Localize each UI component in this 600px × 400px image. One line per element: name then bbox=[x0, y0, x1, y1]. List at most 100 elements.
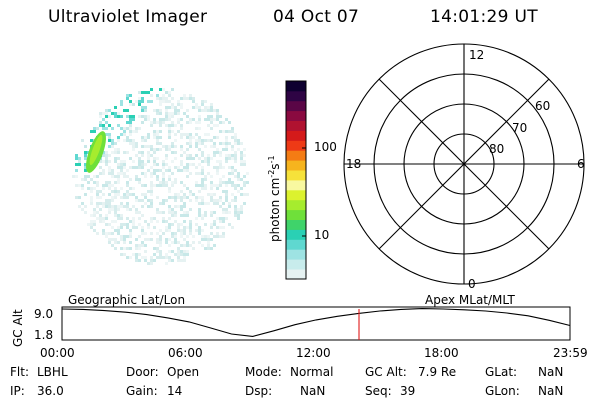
aurora-pixel bbox=[189, 142, 192, 145]
aurora-pixel bbox=[162, 232, 165, 235]
aurora-pixel bbox=[90, 187, 93, 190]
aurora-pixel bbox=[210, 175, 213, 178]
seq-label: Seq: bbox=[365, 384, 392, 398]
polar-mlt-0: 0 bbox=[468, 277, 476, 291]
aurora-pixel bbox=[243, 175, 246, 178]
aurora-pixel bbox=[117, 193, 120, 196]
timeline-ytick-bottom: 1.8 bbox=[34, 328, 53, 342]
aurora-pixel bbox=[213, 235, 216, 238]
aurora-pixel bbox=[210, 106, 213, 109]
aurora-pixel bbox=[210, 157, 213, 160]
colorbar-unit-label: photon cm-2s-1 bbox=[267, 155, 282, 242]
aurora-pixel bbox=[111, 208, 114, 211]
aurora-pixel bbox=[114, 187, 117, 190]
aurora-pixel bbox=[138, 100, 141, 103]
aurora-pixel bbox=[234, 196, 237, 199]
aurora-pixel bbox=[156, 184, 159, 187]
aurora-pixel bbox=[123, 160, 126, 163]
aurora-pixel bbox=[147, 199, 150, 202]
aurora-pixel bbox=[120, 235, 123, 238]
aurora-pixel bbox=[189, 139, 192, 142]
aurora-pixel bbox=[147, 169, 150, 172]
aurora-pixel bbox=[141, 172, 144, 175]
aurora-pixel bbox=[102, 169, 105, 172]
aurora-pixel bbox=[213, 202, 216, 205]
aurora-pixel bbox=[171, 121, 174, 124]
aurora-pixel bbox=[165, 184, 168, 187]
polar-grid bbox=[343, 43, 585, 285]
aurora-pixel bbox=[237, 214, 240, 217]
aurora-pixel bbox=[183, 169, 186, 172]
aurora-pixel bbox=[204, 238, 207, 241]
aurora-pixel bbox=[120, 202, 123, 205]
aurora-pixel bbox=[171, 223, 174, 226]
ip-value: 36.0 bbox=[37, 384, 64, 398]
aurora-pixel bbox=[144, 220, 147, 223]
aurora-pixel bbox=[201, 202, 204, 205]
aurora-pixel bbox=[198, 142, 201, 145]
aurora-pixel bbox=[138, 181, 141, 184]
aurora-pixel bbox=[138, 235, 141, 238]
aurora-pixel bbox=[138, 178, 141, 181]
aurora-pixel bbox=[120, 217, 123, 220]
aurora-pixel bbox=[189, 199, 192, 202]
aurora-pixel bbox=[168, 91, 171, 94]
aurora-pixel bbox=[240, 154, 243, 157]
aurora-pixel bbox=[174, 157, 177, 160]
aurora-pixel bbox=[192, 157, 195, 160]
aurora-pixel bbox=[138, 97, 141, 100]
aurora-pixel bbox=[186, 154, 189, 157]
aurora-pixel bbox=[120, 187, 123, 190]
aurora-pixel bbox=[153, 169, 156, 172]
aurora-pixel bbox=[114, 148, 117, 151]
aurora-pixel bbox=[171, 235, 174, 238]
aurora-pixel bbox=[144, 256, 147, 259]
aurora-pixel bbox=[207, 160, 210, 163]
aurora-pixel bbox=[135, 145, 138, 148]
aurora-pixel bbox=[120, 127, 123, 130]
aurora-pixel bbox=[162, 163, 165, 166]
aurora-pixel bbox=[90, 202, 93, 205]
aurora-pixel bbox=[111, 172, 114, 175]
aurora-pixel bbox=[93, 214, 96, 217]
aurora-pixel bbox=[198, 229, 201, 232]
aurora-pixel bbox=[123, 130, 126, 133]
colorbar-segment bbox=[286, 170, 306, 181]
door-value: Open bbox=[167, 365, 200, 379]
aurora-pixel bbox=[168, 100, 171, 103]
aurora-pixel bbox=[219, 160, 222, 163]
aurora-pixel bbox=[135, 244, 138, 247]
aurora-pixel bbox=[150, 175, 153, 178]
glat-value: NaN bbox=[538, 365, 564, 379]
aurora-pixel bbox=[147, 223, 150, 226]
aurora-pixel bbox=[147, 205, 150, 208]
aurora-pixel bbox=[180, 208, 183, 211]
aurora-pixel bbox=[84, 175, 87, 178]
aurora-pixel bbox=[168, 259, 171, 262]
aurora-pixel bbox=[240, 193, 243, 196]
aurora-pixel bbox=[207, 139, 210, 142]
aurora-pixel bbox=[216, 199, 219, 202]
aurora-pixel bbox=[186, 250, 189, 253]
aurora-pixel bbox=[210, 181, 213, 184]
aurora-pixel bbox=[135, 253, 138, 256]
aurora-pixel bbox=[102, 154, 105, 157]
aurora-pixel bbox=[216, 151, 219, 154]
aurora-pixel bbox=[177, 205, 180, 208]
aurora-pixel bbox=[207, 106, 210, 109]
aurora-pixel bbox=[183, 250, 186, 253]
aurora-pixel bbox=[156, 157, 159, 160]
aurora-pixel bbox=[213, 223, 216, 226]
aurora-pixel bbox=[141, 91, 144, 94]
aurora-pixel bbox=[126, 94, 129, 97]
aurora-pixel bbox=[90, 220, 93, 223]
aurora-pixel bbox=[168, 169, 171, 172]
aurora-pixel bbox=[87, 187, 90, 190]
aurora-pixel bbox=[195, 229, 198, 232]
aurora-pixel bbox=[132, 193, 135, 196]
aurora-pixel bbox=[168, 238, 171, 241]
aurora-pixel bbox=[222, 181, 225, 184]
aurora-pixel bbox=[87, 181, 90, 184]
aurora-pixel bbox=[186, 226, 189, 229]
aurora-pixel bbox=[117, 226, 120, 229]
